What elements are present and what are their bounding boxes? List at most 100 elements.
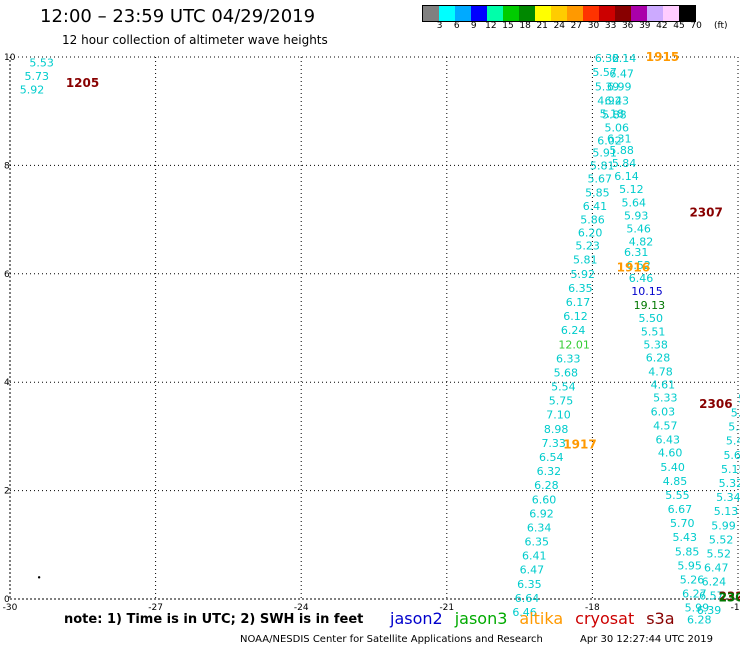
wave-height-value: 6.35	[524, 536, 549, 549]
satellite-legend-s3a: s3a	[646, 609, 675, 628]
legend-unit: (ft)	[714, 21, 728, 31]
wave-height-value: 6.28	[534, 479, 559, 492]
time-label: 1205	[66, 76, 99, 90]
wave-height-value: 6.67	[668, 503, 693, 516]
y-tick-label: 4	[4, 378, 10, 388]
wave-height-value: 5.85	[585, 187, 610, 200]
wave-height-value: 4.82	[629, 235, 654, 248]
wave-height-value: 6.24	[702, 576, 727, 589]
wave-height-value: 6.64	[515, 592, 540, 605]
chart-title: 12:00 – 23:59 UTC 04/29/2019	[40, 6, 316, 27]
wave-height-value: 6.41	[583, 200, 608, 213]
wave-height-value: 5.33	[653, 391, 678, 404]
wave-height-value: 6.31	[607, 132, 632, 145]
x-tick-label: -27	[148, 603, 163, 613]
legend-label: 9	[470, 21, 477, 31]
wave-height-value: 5.75	[549, 395, 574, 408]
wave-height-value: 5.57	[592, 66, 617, 79]
wave-height-value: 5.38	[643, 338, 668, 351]
color-legend-labels: 3 6 9 12 15 18 21 24 27 30 33 36 39 42 45 70	[422, 21, 732, 33]
wave-height-value: 5.92	[20, 84, 44, 97]
wave-height-value: 5.64	[622, 196, 647, 209]
legend-label: 36	[621, 21, 634, 31]
wave-height-value: 5.3	[728, 421, 740, 434]
legend-label: 12	[485, 21, 497, 31]
wave-height-value: 5.5	[738, 392, 740, 405]
wave-height-value: 7.33	[541, 437, 566, 450]
y-tick-label: 2	[4, 487, 10, 497]
wave-height-value: 6.02	[597, 134, 622, 147]
legend-label: 27	[570, 21, 583, 31]
wave-height-value: 5.51	[641, 325, 666, 338]
wave-height-value: 6.27	[682, 588, 707, 601]
wave-height-value: 5.67	[588, 172, 613, 185]
wave-height-value: 6.28	[687, 614, 712, 627]
x-tick-label: -30	[3, 603, 18, 613]
wave-height-value: 5.12	[619, 183, 644, 196]
wave-height-value: 6.43	[605, 94, 630, 107]
wave-height-value: 5.53	[29, 56, 54, 69]
wave-height-value: 5.68	[554, 366, 579, 379]
wave-height-value: 5.40	[660, 461, 685, 474]
wave-height-value: 6.43	[655, 434, 680, 447]
wave-height-value: 5.23	[575, 240, 600, 253]
wave-height-value: 6.14	[614, 170, 639, 183]
color-legend-bar	[422, 5, 696, 22]
y-tick-label: 0	[4, 595, 10, 605]
wave-height-value: 5.54	[551, 381, 576, 394]
wave-height-value: 10.15	[631, 285, 663, 298]
chart-subtitle: 12 hour collection of altimeter wave hei…	[62, 33, 328, 47]
wave-height-value: 5.88	[602, 108, 627, 121]
legend-swatch	[647, 6, 663, 21]
wave-height-value: 5.46	[626, 222, 651, 235]
legend-label: 33	[604, 21, 617, 31]
wave-height-value: 5.70	[670, 517, 695, 530]
wave-height-value: 6.60	[532, 493, 557, 506]
legend-label: 30	[587, 21, 600, 31]
wave-height-value: 6.99	[607, 80, 632, 93]
legend-swatch	[471, 6, 487, 21]
legend-swatch	[583, 6, 599, 21]
wave-height-value: 5.13	[714, 505, 739, 518]
legend-swatch	[615, 6, 631, 21]
wave-height-value: 6.47	[520, 564, 545, 577]
wave-height-value: 6.32	[595, 52, 620, 65]
wave-height-value: 5.65	[723, 449, 740, 462]
time-label: 230	[719, 590, 740, 604]
wave-height-value: 5.84	[612, 157, 637, 170]
time-label: 1916	[617, 260, 650, 274]
wave-height-value: 4.61	[651, 378, 676, 391]
y-tick-label: 8	[4, 161, 10, 171]
legend-swatch	[679, 6, 695, 21]
wave-height-value: 5.34	[716, 491, 740, 504]
footer-credit: NOAA/NESDIS Center for Satellite Applica…	[240, 634, 543, 645]
wave-height-value: 5.06	[605, 121, 630, 134]
wave-height-value: 4.92	[597, 94, 622, 107]
wave-height-value: 6.46	[629, 272, 654, 285]
wave-height-value: 6.24	[561, 324, 586, 337]
time-label: 1915	[646, 50, 679, 64]
x-tick-label: -21	[439, 603, 454, 613]
wave-height-value: 5.52	[706, 547, 731, 560]
wave-height-value: 5.18	[600, 107, 625, 120]
legend-label: 39	[639, 21, 651, 31]
wave-height-value: 19.13	[634, 299, 666, 312]
wave-height-value: 12.01	[558, 338, 590, 351]
wave-height-value: 6.03	[651, 405, 676, 418]
wave-height-value: 6.52	[626, 259, 651, 272]
wave-height-value: 5.52	[709, 533, 734, 546]
wave-height-value: 5.32	[719, 477, 740, 490]
legend-label: 42	[656, 21, 668, 31]
wave-height-value: 6.35	[568, 282, 593, 295]
wave-height-value: 6.28	[646, 351, 671, 364]
wave-height-value: 5.91	[592, 146, 617, 159]
wave-height-value: 6.39	[697, 604, 722, 617]
wave-height-value: 5.93	[624, 209, 649, 222]
legend-swatch	[455, 6, 471, 21]
legend-label: 15	[502, 21, 514, 31]
footer-note: note: 1) Time is in UTC; 2) SWH is in fe…	[64, 612, 364, 627]
wave-height-value: 5.85	[675, 545, 700, 558]
wave-height-value: 4.60	[658, 447, 683, 460]
wave-height-value: 5.81	[573, 254, 598, 267]
wave-height-value: 5.3	[731, 407, 740, 420]
